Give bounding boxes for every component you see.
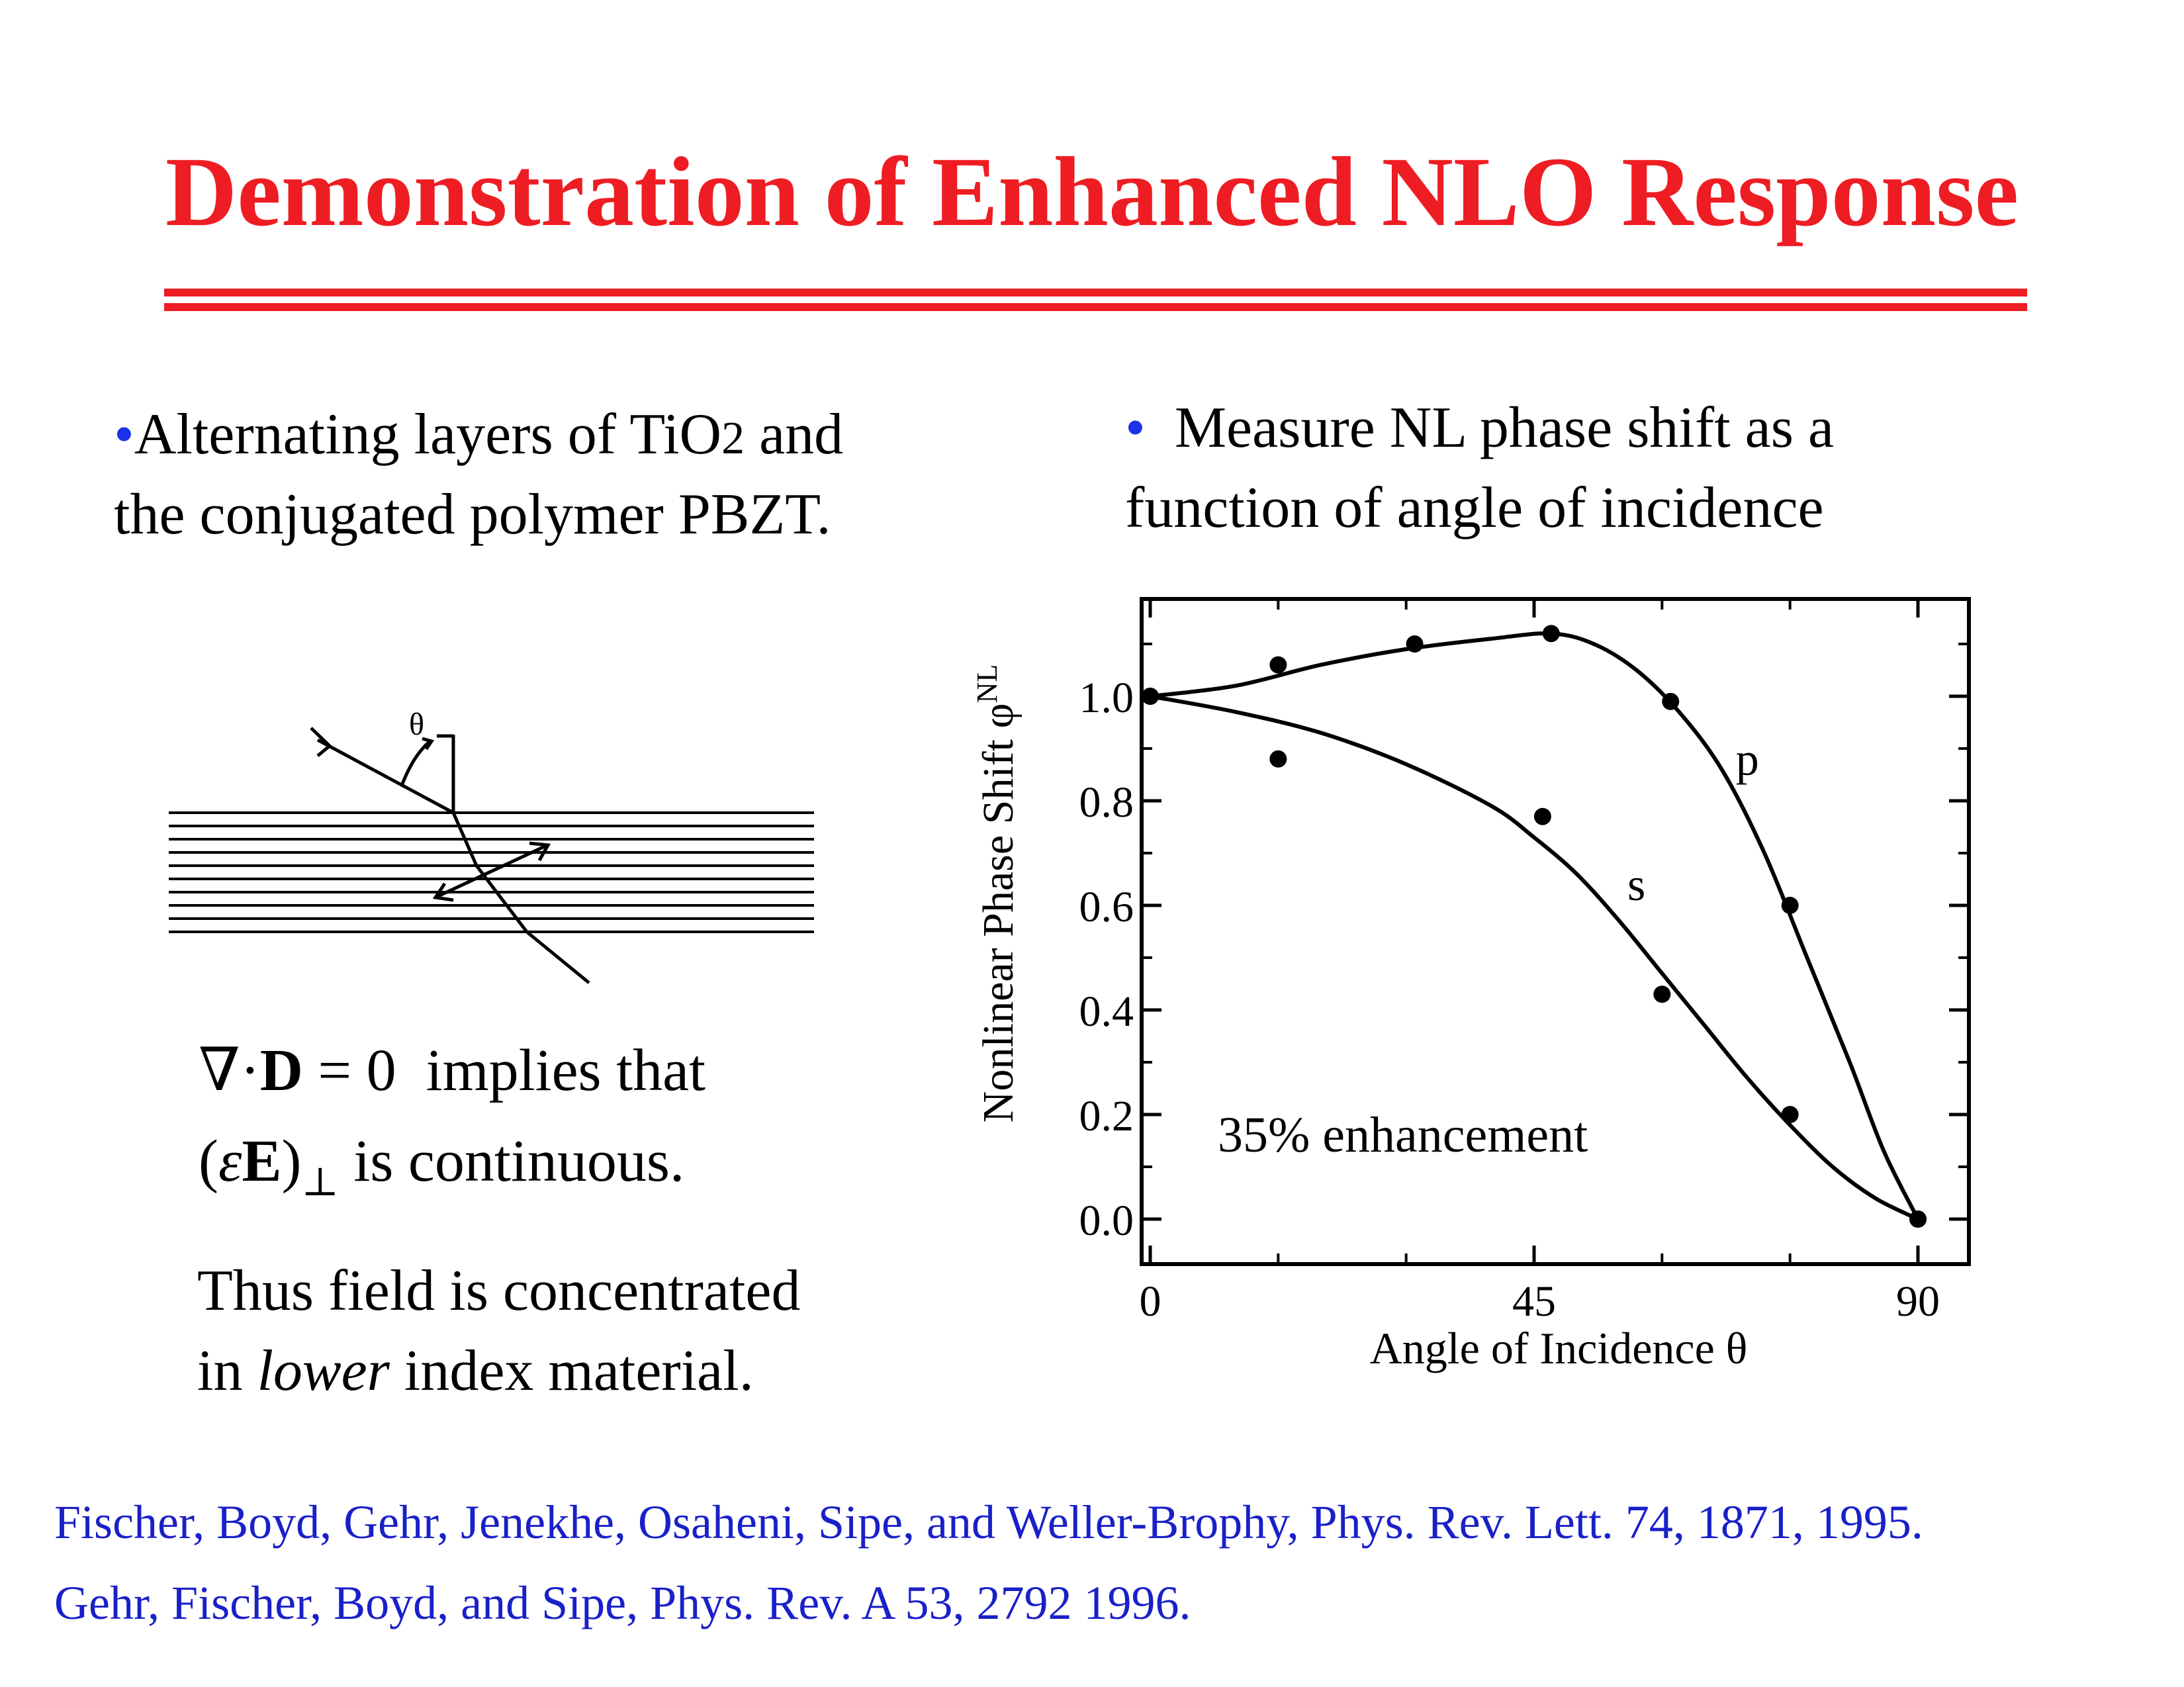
title-rule-bottom	[164, 303, 2027, 311]
chart-labels: 0.0 0.2 0.4 0.6 0.8 1.0 0 45 90 p s	[1079, 674, 1940, 1326]
x-axis-label: Angle of Incidence θ	[1370, 1323, 1748, 1373]
enhancement-annotation: 35% enhancement	[1218, 1107, 1588, 1163]
bullet-layers-line2: the conjugated polymer PBZT.	[114, 482, 831, 547]
bullet-dot: •	[114, 402, 134, 467]
chart-points	[1142, 625, 1927, 1228]
x-tick-label: 45	[1512, 1277, 1556, 1326]
phase-shift-chart: 0.0 0.2 0.4 0.6 0.8 1.0 0 45 90 p s Nonlinear Phas…	[971, 597, 1971, 1373]
conclusion-line1: Thus field is concentrated	[197, 1259, 801, 1323]
y-tick-label: 0.4	[1079, 987, 1134, 1036]
e-vector: E	[242, 1128, 282, 1194]
data-point-p	[1542, 625, 1560, 643]
data-point-p	[1269, 656, 1287, 674]
data-point-s	[1533, 807, 1551, 825]
title-rule-top	[164, 289, 2027, 296]
conclusion: Thus field is concentrated in lower inde…	[197, 1251, 800, 1412]
d-vector: D	[259, 1038, 303, 1103]
field-arrow	[435, 844, 547, 899]
incident-ray	[316, 738, 455, 815]
y-tick-label: 0.6	[1079, 883, 1134, 931]
layer-diagram: θ	[169, 707, 814, 984]
data-point-s	[1781, 1106, 1799, 1123]
field-arrowhead-left-icon	[432, 882, 454, 902]
theta-label: θ	[409, 707, 424, 742]
ray-paths	[310, 727, 590, 984]
x-tick-label: 0	[1140, 1277, 1161, 1326]
y-tick-label: 0.8	[1079, 778, 1134, 827]
layer-stack	[169, 811, 814, 933]
field-arrowhead-right-icon	[529, 841, 551, 862]
epsilon-symbol: ε	[218, 1128, 242, 1194]
dot-operator: ·	[240, 1038, 260, 1103]
series-label-s: s	[1627, 860, 1645, 911]
continuous-text: is continuous.	[338, 1128, 685, 1194]
divergence-equation: ∇·D = 0 implies that	[199, 1041, 705, 1101]
nabla-symbol: ∇	[199, 1038, 240, 1103]
theta-arc	[400, 740, 432, 786]
data-point-p	[1781, 897, 1799, 914]
y-tick-label: 0.2	[1079, 1092, 1134, 1140]
data-point-p	[1662, 692, 1680, 710]
lower-emphasis: lower	[257, 1339, 390, 1404]
series-label-p: p	[1736, 735, 1759, 786]
data-point-s	[1142, 688, 1159, 705]
bullet-dot: •	[1125, 396, 1146, 460]
y-axis-label: Nonlinear Phase Shift φNL	[971, 664, 1023, 1123]
refracted-ray-2	[475, 864, 528, 933]
implies-text: implies that	[426, 1038, 706, 1103]
bullet-layers: •Alternating layers of TiO2 and the conj…	[114, 394, 843, 555]
data-point-p	[1406, 635, 1424, 653]
theta-arc-arrow-icon	[422, 737, 434, 751]
plot-border	[1140, 597, 1971, 1266]
incident-arrowhead-icon	[310, 727, 332, 757]
chart-ticks	[1142, 599, 1969, 1264]
reference-2: Gehr, Fischer, Boyd, and Sipe, Phys. Rev…	[54, 1576, 1191, 1629]
bullet-layers-line1: •Alternating layers of TiO2 and	[114, 402, 844, 467]
subscript: 2	[721, 413, 745, 464]
equals-zero: = 0	[302, 1038, 396, 1103]
chart-frame	[1140, 597, 1971, 1266]
perp-subscript: ⊥	[301, 1160, 339, 1204]
bullet-measure-line1: • Measure NL phase shift as a	[1125, 396, 1834, 460]
y-tick-label: 0.0	[1079, 1197, 1134, 1245]
transmitted-ray	[525, 931, 590, 984]
y-tick-label: 1.0	[1079, 674, 1134, 722]
data-point-s	[1909, 1210, 1927, 1228]
bullet-measure: • Measure NL phase shift as a function o…	[1125, 388, 1834, 549]
curve-p	[1150, 631, 1920, 1220]
bullet-measure-line2: function of angle of incidence	[1125, 476, 1824, 541]
reference-1: Fischer, Boyd, Gehr, Jenekhe, Osaheni, S…	[54, 1496, 1923, 1549]
data-point-s	[1653, 985, 1671, 1003]
continuity-statement: (εE)⊥ is continuous.	[199, 1128, 685, 1204]
chart-curves	[1150, 631, 1920, 1221]
refracted-ray-1	[451, 811, 478, 867]
conclusion-line2: in lower index material.	[197, 1339, 754, 1404]
slide-title: Demonstration of Enhanced NLO Response	[165, 137, 2019, 247]
x-tick-label: 90	[1896, 1277, 1940, 1326]
curve-s	[1150, 694, 1919, 1221]
data-point-s	[1269, 750, 1287, 768]
